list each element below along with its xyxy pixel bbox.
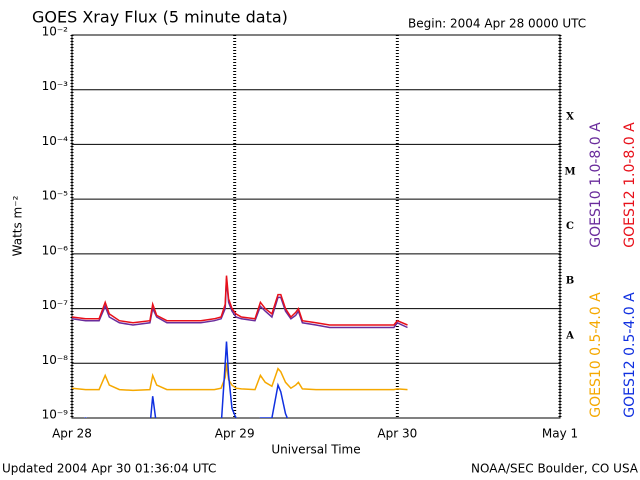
y-tick-label: 10⁻⁸	[42, 353, 69, 367]
series-line	[72, 363, 408, 392]
legend-entry: GOES10 1.0-8.0 A	[588, 122, 604, 248]
legend-entry: GOES12 1.0-8.0 A	[622, 122, 638, 248]
y-axis-label: Watts m⁻²	[11, 195, 25, 256]
legend-entry: GOES10 0.5-4.0 A	[588, 292, 604, 418]
y-tick-label: 10⁻⁷	[42, 298, 69, 312]
plot-frame	[71, 34, 561, 419]
credit-label: NOAA/SEC Boulder, CO USA	[471, 462, 639, 476]
flare-class-label: B	[566, 276, 574, 287]
y-tick-label: 10⁻⁶	[42, 243, 69, 257]
x-axis-label: Universal Time	[271, 443, 360, 457]
plot-area	[72, 275, 408, 418]
series-line	[72, 275, 408, 326]
begin-label: Begin: 2004 Apr 28 0000 UTC	[408, 17, 586, 31]
y-tick-label: 10⁻³	[42, 79, 69, 93]
flare-class-label: A	[565, 330, 574, 341]
x-tick-label: Apr 30	[377, 427, 417, 441]
flare-class-label: C	[566, 221, 574, 232]
flare-class-label: X	[566, 112, 574, 123]
flare-class-label: M	[564, 166, 575, 177]
y-tick-label: 10⁻²	[42, 25, 69, 39]
series-line	[84, 341, 289, 418]
y-tick-label: 10⁻⁹	[42, 408, 69, 422]
updated-label: Updated 2004 Apr 30 01:36:04 UTC	[2, 462, 216, 476]
x-tick-label: Apr 28	[52, 427, 92, 441]
chart-title: GOES Xray Flux (5 minute data)	[32, 8, 288, 27]
y-tick-label: 10⁻⁵	[42, 189, 69, 203]
legend-entry: GOES12 0.5-4.0 A	[622, 292, 638, 418]
x-tick-label: Apr 29	[215, 427, 255, 441]
series-line	[72, 278, 408, 329]
y-tick-label: 10⁻⁴	[42, 134, 69, 148]
x-tick-label: May 1	[542, 427, 578, 441]
